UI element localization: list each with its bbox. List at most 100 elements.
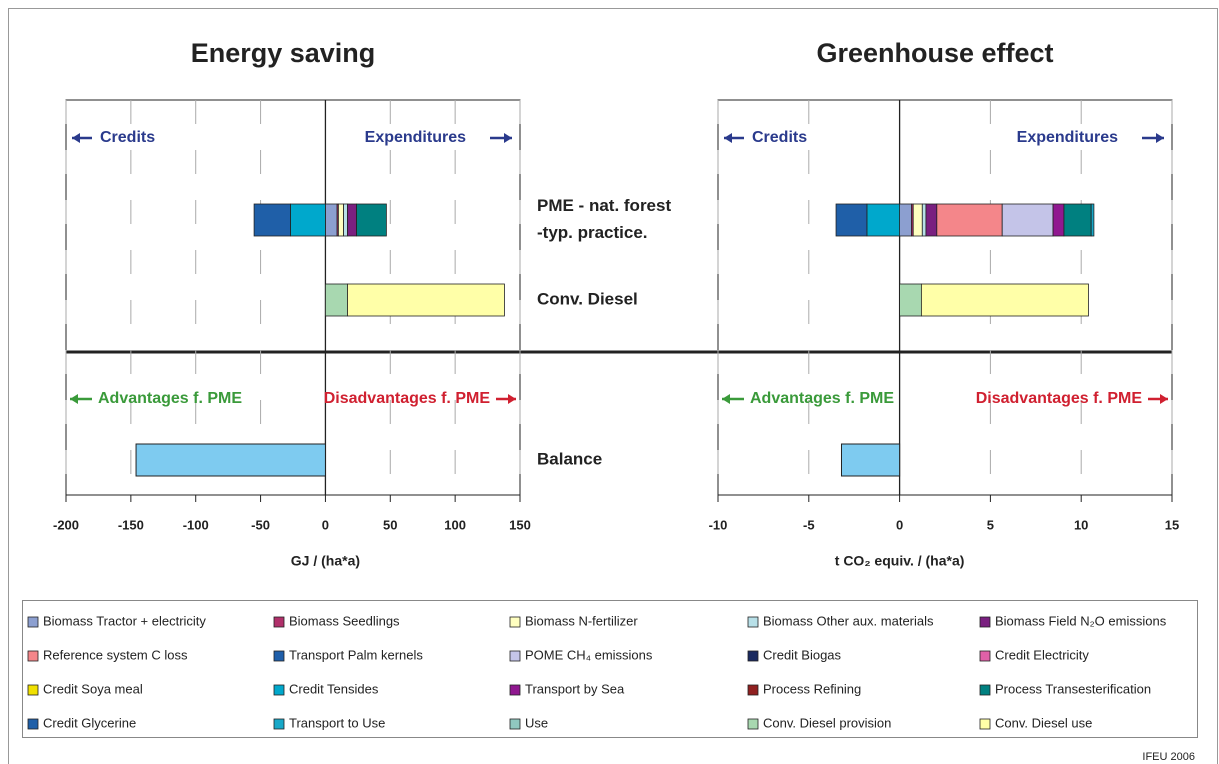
x-tick-label: -50 <box>251 517 270 532</box>
plot-box <box>65 99 521 496</box>
x-tick-label: 15 <box>1165 517 1179 532</box>
annotation: Disadvantages f. PME <box>324 390 491 407</box>
annotation: Credits <box>100 129 155 146</box>
legend-label: Biomass Tractor + electricity <box>43 613 206 628</box>
bar-segment <box>253 203 291 237</box>
legend-label: Reference system C loss <box>43 647 188 662</box>
legend-label: POME CH₄ emissions <box>525 647 653 662</box>
legend-swatch <box>509 718 521 730</box>
bar-segment <box>835 203 868 237</box>
annotation: Advantages f. PME <box>750 390 894 407</box>
legend-label: Credit Soya meal <box>43 681 143 696</box>
x-tick-label: 0 <box>896 517 903 532</box>
x-tick-label: 5 <box>987 517 994 532</box>
legend-swatch <box>979 650 991 662</box>
annotation: Advantages f. PME <box>98 390 242 407</box>
row-label: -typ. practice. <box>537 223 648 242</box>
row-label: PME - nat. forest <box>537 196 671 215</box>
balance-bar <box>840 443 901 477</box>
legend-label: Transport Palm kernels <box>289 647 423 662</box>
legend-swatch <box>509 616 521 628</box>
x-axis-label: t CO₂ equiv. / (ha*a) <box>835 553 965 569</box>
bar-segment <box>899 203 912 237</box>
x-tick-label: -100 <box>183 517 209 532</box>
bar-segment <box>343 203 348 237</box>
bar-segment <box>1001 203 1054 237</box>
x-tick-label: 10 <box>1074 517 1088 532</box>
bar-segment <box>899 283 922 317</box>
x-tick-label: -10 <box>709 517 728 532</box>
bar-segment <box>347 203 357 237</box>
bar-segment <box>920 283 1089 317</box>
legend-swatch <box>979 616 991 628</box>
bar-segment <box>925 203 938 237</box>
legend-label: Use <box>525 715 548 730</box>
legend-label: Transport by Sea <box>525 681 625 696</box>
arrow-head <box>722 394 730 404</box>
arrow-head <box>504 133 512 143</box>
legend-label: Credit Glycerine <box>43 715 136 730</box>
annotation: Expenditures <box>365 129 466 146</box>
legend-box <box>22 600 1198 738</box>
legend-label: Credit Biogas <box>763 647 842 662</box>
row-label: Conv. Diesel <box>537 289 638 308</box>
annotation: Credits <box>752 129 807 146</box>
legend-label: Process Refining <box>763 681 861 696</box>
arrow-head <box>508 394 516 404</box>
x-tick-label: 150 <box>509 517 531 532</box>
legend-label: Credit Electricity <box>995 647 1089 662</box>
arrow-head <box>724 133 732 143</box>
arrow-head <box>72 133 80 143</box>
bar-segment <box>866 203 900 237</box>
arrow-head <box>1160 394 1168 404</box>
annotation: Expenditures <box>1017 129 1118 146</box>
bar-segment <box>1052 203 1065 237</box>
legend-swatch <box>747 718 759 730</box>
bar-segment <box>912 203 923 237</box>
x-tick-label: 50 <box>383 517 397 532</box>
legend-label: Process Transesterification <box>995 681 1151 696</box>
bar-segment <box>356 203 387 237</box>
legend-swatch <box>273 650 285 662</box>
bar-segment <box>325 203 338 237</box>
legend-label: Conv. Diesel use <box>995 715 1092 730</box>
legend-label: Conv. Diesel provision <box>763 715 891 730</box>
legend-label: Biomass Other aux. materials <box>763 613 934 628</box>
legend-label: Biomass Field N₂O emissions <box>995 613 1167 628</box>
legend-swatch <box>747 616 759 628</box>
bar-segment <box>921 203 927 237</box>
source: IFEU 2006 <box>1142 751 1195 763</box>
legend-swatch <box>747 684 759 696</box>
bar-segment <box>1063 203 1092 237</box>
bar-segment <box>1090 203 1095 237</box>
x-tick-label: -150 <box>118 517 144 532</box>
legend-swatch <box>27 650 39 662</box>
bar-segment <box>290 203 326 237</box>
legend-label: Biomass N-fertilizer <box>525 613 638 628</box>
panel-title: Greenhouse effect <box>816 38 1053 68</box>
panel-title: Energy saving <box>191 38 376 68</box>
legend-swatch <box>747 650 759 662</box>
legend-swatch <box>27 616 39 628</box>
plot-box <box>717 99 1173 496</box>
legend-label: Biomass Seedlings <box>289 613 400 628</box>
bar-segment <box>337 203 344 237</box>
arrow-head <box>70 394 78 404</box>
row-label: Balance <box>537 449 602 468</box>
x-tick-label: 100 <box>444 517 466 532</box>
x-tick-label: -5 <box>803 517 815 532</box>
x-axis-label: GJ / (ha*a) <box>291 553 360 569</box>
bar-segment <box>347 283 505 317</box>
legend-swatch <box>979 684 991 696</box>
legend-swatch <box>27 684 39 696</box>
legend-swatch <box>979 718 991 730</box>
balance-bar <box>135 443 326 477</box>
legend-swatch <box>27 718 39 730</box>
legend-label: Transport to Use <box>289 715 385 730</box>
arrow-head <box>1156 133 1164 143</box>
legend-swatch <box>273 684 285 696</box>
bar-segment <box>936 203 1003 237</box>
legend-swatch <box>509 684 521 696</box>
legend-swatch <box>273 616 285 628</box>
